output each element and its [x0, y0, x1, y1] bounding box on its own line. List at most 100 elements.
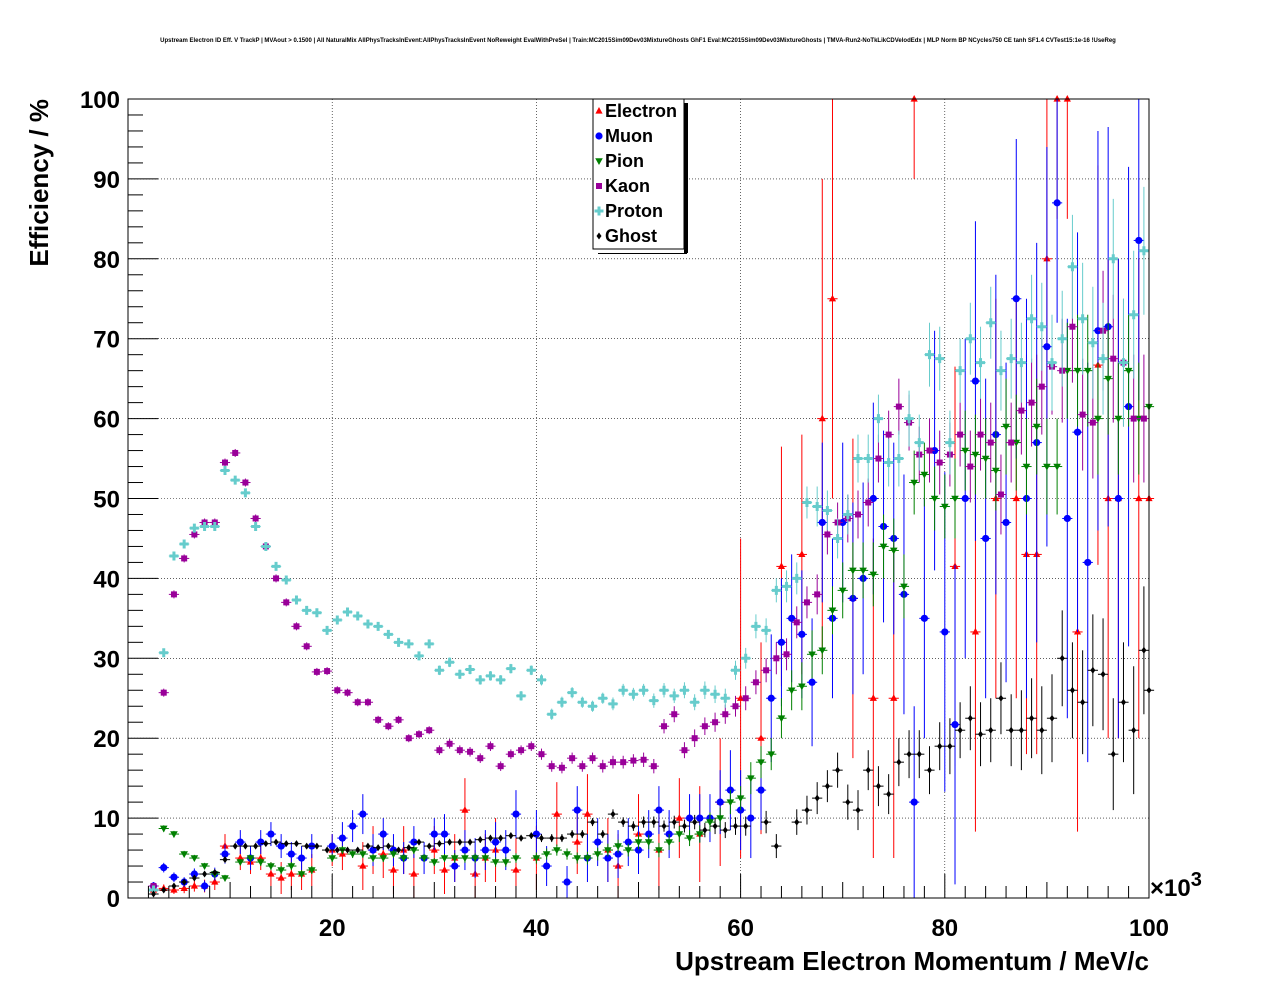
data-point: [447, 838, 453, 846]
data-point: [573, 806, 581, 814]
data-point: [324, 846, 330, 854]
data-point: [396, 846, 402, 854]
data-point: [1134, 415, 1143, 423]
data-point: [267, 830, 275, 838]
data-point: [941, 628, 949, 636]
data-point: [853, 454, 863, 464]
data-point: [563, 851, 571, 859]
data-point: [532, 855, 541, 863]
data-point: [732, 703, 739, 710]
data-point: [620, 759, 627, 766]
chart-title: Upstream Electron ID Eff. V TrackP | MVA…: [160, 38, 1116, 44]
data-point: [788, 614, 796, 622]
data-point: [518, 834, 524, 842]
data-point: [159, 825, 168, 833]
data-point: [1047, 358, 1057, 368]
data-point: [814, 794, 820, 802]
data-point: [824, 782, 830, 790]
data-point: [1141, 646, 1147, 654]
data-point: [808, 678, 816, 686]
data-point: [1114, 494, 1122, 503]
data-point: [467, 748, 474, 755]
data-point: [477, 836, 483, 844]
data-point: [875, 455, 882, 462]
data-point: [200, 863, 209, 871]
data-point: [641, 818, 647, 826]
data-point: [644, 839, 653, 847]
y-axis-title: Efficiency / %: [24, 99, 54, 267]
y-tick-label: 20: [93, 726, 120, 753]
data-point: [221, 875, 229, 883]
data-point: [763, 818, 769, 826]
data-point: [1073, 367, 1082, 375]
data-point: [904, 414, 914, 424]
data-point: [553, 810, 561, 817]
data-point: [849, 567, 857, 575]
data-point: [1039, 726, 1045, 734]
data-point: [542, 851, 551, 859]
data-point: [430, 859, 439, 867]
data-point: [747, 775, 755, 783]
data-point: [302, 605, 312, 615]
legend-marker-pion: [595, 158, 603, 165]
data-point: [365, 842, 371, 850]
data-point: [894, 454, 904, 464]
data-point: [1118, 358, 1128, 368]
data-point: [873, 414, 883, 424]
data-point: [828, 607, 837, 615]
data-point: [180, 851, 188, 859]
data-point: [1018, 407, 1025, 414]
data-point: [271, 561, 281, 571]
data-point: [414, 651, 424, 661]
data-point: [916, 750, 922, 758]
data-point: [450, 855, 459, 863]
data-point: [926, 766, 932, 774]
data-point: [461, 806, 469, 813]
data-point: [379, 830, 387, 838]
data-point: [722, 826, 728, 834]
data-point: [639, 685, 649, 695]
data-point: [1063, 95, 1071, 102]
data-point: [573, 838, 581, 845]
data-point: [426, 727, 433, 734]
data-point: [757, 786, 765, 794]
data-point: [782, 581, 792, 591]
data-point: [532, 830, 541, 838]
data-point: [283, 840, 289, 848]
data-point: [886, 790, 892, 798]
data-point: [618, 685, 628, 695]
data-point: [283, 599, 290, 606]
data-point: [732, 822, 738, 830]
data-point: [161, 886, 167, 894]
data-point: [614, 843, 622, 851]
data-point: [793, 619, 800, 626]
data-point: [406, 844, 412, 852]
data-point: [818, 647, 827, 655]
data-point: [1108, 254, 1118, 264]
data-point: [1079, 411, 1086, 418]
data-point: [610, 810, 616, 818]
data-point: [257, 854, 265, 861]
data-point: [742, 695, 749, 702]
data-point: [634, 846, 643, 854]
data-point: [900, 583, 908, 591]
data-point: [671, 711, 678, 718]
data-point: [314, 842, 320, 850]
data-point: [696, 814, 704, 822]
data-point: [855, 511, 862, 518]
data-point: [1006, 354, 1016, 364]
data-point: [343, 607, 353, 617]
data-point: [671, 818, 677, 826]
data-point: [190, 855, 199, 863]
data-point: [313, 668, 320, 675]
data-point: [716, 815, 724, 823]
data-point: [242, 479, 249, 486]
data-point: [1002, 518, 1010, 527]
x-axis-exponent-power: 3: [1191, 869, 1202, 891]
data-point: [955, 366, 965, 376]
data-point: [992, 467, 1000, 475]
data-point: [359, 851, 367, 859]
data-point: [436, 840, 442, 848]
data-point: [1078, 314, 1088, 324]
data-point: [1130, 415, 1137, 422]
